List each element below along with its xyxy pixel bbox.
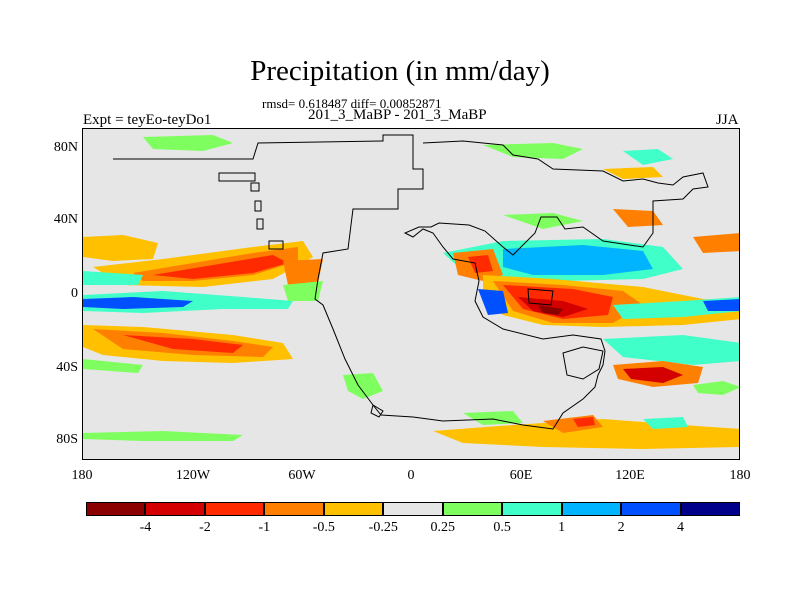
anomaly-blob bbox=[693, 233, 739, 253]
colorbar-label: 0.5 bbox=[493, 520, 511, 535]
x-tick-label: 0 bbox=[407, 468, 415, 483]
colorbar-swatch bbox=[145, 502, 205, 516]
y-tick-label: 80N bbox=[53, 140, 78, 155]
colorbar-swatch bbox=[502, 502, 562, 516]
colorbar-label: -0.25 bbox=[368, 520, 398, 535]
x-tick-label: 120W bbox=[175, 468, 211, 483]
anomaly-blob bbox=[518, 297, 588, 317]
anomaly-blob bbox=[468, 255, 493, 273]
anomaly-blob bbox=[503, 213, 583, 229]
x-tick-label: 60W bbox=[288, 468, 316, 483]
experiment-label: Expt = teyEo-teyDo1 bbox=[83, 112, 212, 128]
anomaly-blob bbox=[573, 417, 595, 427]
anomaly-blob bbox=[623, 149, 673, 165]
colorbar-label: 2 bbox=[617, 520, 625, 535]
colorbar-label: -1 bbox=[258, 520, 271, 535]
x-tick-label: 180 bbox=[729, 468, 751, 483]
colorbar-swatch bbox=[680, 502, 740, 516]
anomaly-blob bbox=[123, 335, 243, 353]
colorbar-swatch bbox=[204, 502, 265, 516]
map-title: Precipitation (in mm/day) bbox=[250, 55, 550, 87]
x-tick-label: 120E bbox=[615, 468, 645, 483]
x-tick-label: 60E bbox=[509, 468, 533, 483]
colorbar-swatch bbox=[442, 502, 503, 516]
precipitation-map bbox=[82, 128, 740, 460]
anomaly-blob bbox=[343, 373, 383, 399]
anomaly-blob bbox=[153, 255, 288, 279]
anomaly-blob bbox=[603, 335, 739, 365]
anomaly-blob bbox=[538, 305, 563, 315]
anomaly-blob bbox=[643, 417, 688, 429]
colorbar-label: 1 bbox=[558, 520, 566, 535]
colorbar-label: -0.5 bbox=[312, 520, 335, 535]
experiment-comparison-label: 201_3_MaBP - 201_3_MaBP bbox=[308, 107, 487, 123]
colorbar-swatch bbox=[323, 502, 384, 516]
anomaly-blob bbox=[623, 367, 683, 383]
season-label: JJA bbox=[716, 112, 739, 128]
colorbar-swatch bbox=[561, 502, 622, 516]
y-tick-label: 0 bbox=[71, 286, 78, 301]
anomaly-blob bbox=[83, 431, 243, 441]
precipitation-field bbox=[83, 134, 739, 449]
colorbar bbox=[86, 502, 740, 516]
anomaly-blob bbox=[703, 299, 739, 311]
anomaly-blob bbox=[83, 359, 143, 373]
colorbar-swatch bbox=[86, 502, 146, 516]
anomaly-blob bbox=[143, 135, 233, 151]
anomaly-blob bbox=[283, 259, 323, 285]
anomaly-blob bbox=[478, 289, 508, 315]
anomaly-blob bbox=[83, 297, 193, 309]
anomaly-blob bbox=[503, 245, 653, 275]
colorbar-swatch bbox=[621, 502, 681, 516]
anomaly-blob bbox=[83, 235, 158, 261]
y-tick-label: 80S bbox=[56, 432, 78, 447]
anomaly-blob bbox=[483, 143, 583, 159]
x-tick-label: 180 bbox=[71, 468, 93, 483]
anomaly-blob bbox=[283, 281, 323, 301]
rmsd-diff-stats: rmsd= 0.618487 diff= 0.00852871 bbox=[262, 96, 442, 111]
colorbar-label: -2 bbox=[199, 520, 211, 535]
colorbar-label: 4 bbox=[677, 520, 685, 535]
y-tick-label: 40S bbox=[56, 360, 78, 375]
anomaly-blob bbox=[613, 209, 663, 227]
y-tick-label: 40N bbox=[53, 212, 78, 227]
colorbar-swatch bbox=[383, 502, 443, 516]
colorbar-label: 0.25 bbox=[430, 520, 455, 535]
coastline bbox=[113, 134, 709, 430]
colorbar-label: -4 bbox=[139, 520, 152, 535]
anomaly-blob bbox=[693, 381, 739, 395]
colorbar-swatch bbox=[264, 502, 324, 516]
anomaly-blob bbox=[603, 167, 663, 179]
anomaly-blob bbox=[83, 271, 143, 285]
